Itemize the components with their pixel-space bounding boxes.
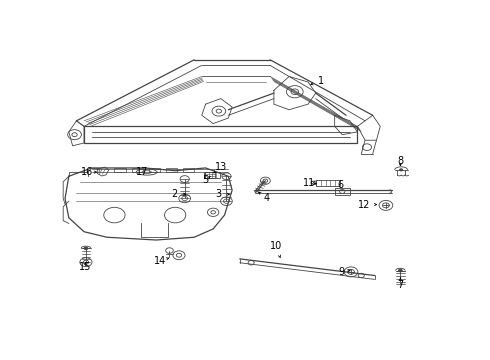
Circle shape [84, 247, 88, 250]
Bar [183, 168, 194, 172]
Text: 3: 3 [216, 189, 222, 199]
Text: 12: 12 [358, 199, 370, 210]
Circle shape [400, 169, 403, 171]
Bar [148, 168, 160, 172]
Text: 7: 7 [397, 280, 403, 290]
Text: 1: 1 [318, 76, 324, 86]
Bar [316, 180, 341, 186]
Bar [205, 172, 220, 179]
Bar [131, 168, 143, 172]
Text: 5: 5 [202, 175, 209, 185]
Text: 2: 2 [172, 189, 177, 199]
Text: 17: 17 [136, 167, 148, 177]
Text: 15: 15 [78, 262, 91, 272]
Text: 11: 11 [303, 179, 315, 189]
Text: 9: 9 [338, 267, 344, 278]
Text: 14: 14 [154, 256, 166, 266]
Text: 8: 8 [397, 156, 403, 166]
Text: 10: 10 [270, 241, 282, 251]
Text: 4: 4 [263, 193, 270, 203]
Bar [335, 188, 350, 195]
Bar [166, 168, 177, 172]
Circle shape [398, 269, 402, 272]
Bar [115, 168, 126, 172]
Text: 13: 13 [215, 162, 227, 172]
Text: 6: 6 [337, 180, 343, 190]
Bar [204, 172, 215, 177]
Text: 16: 16 [81, 167, 93, 177]
